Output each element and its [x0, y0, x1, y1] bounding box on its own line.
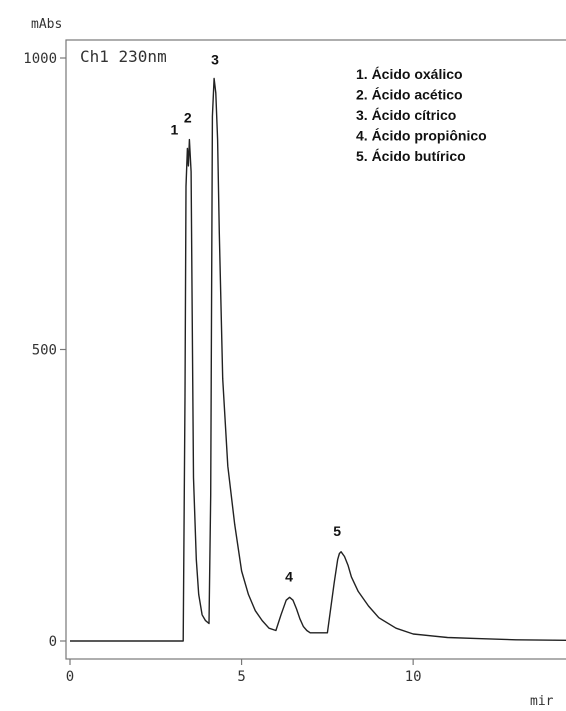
y-axis-label: mAbs — [31, 17, 62, 32]
y-tick-label: 0 — [49, 634, 57, 650]
peak-label: 2 — [184, 110, 192, 126]
legend-entry: 3. Ácido cítrico — [356, 107, 456, 123]
legend: 1. Ácido oxálico 2. Ácido acético 3. Ácido… — [356, 66, 487, 164]
y-axis-ticks: 0 500 1000 — [23, 51, 66, 650]
x-tick-label: 10 — [405, 669, 422, 685]
x-tick-label: 0 — [66, 669, 74, 685]
peak-label: 4 — [285, 568, 293, 584]
legend-entry: 5. Ácido butírico — [356, 148, 466, 164]
legend-entry: 1. Ácido oxálico — [356, 66, 463, 82]
chromatogram-trace — [70, 77, 566, 642]
x-tick-label: 5 — [237, 669, 245, 685]
y-tick-label: 1000 — [23, 51, 57, 67]
x-axis-label: mir — [530, 694, 554, 709]
plot-frame — [65, 39, 566, 660]
legend-entry: 2. Ácido acético — [356, 87, 463, 103]
legend-entry: 4. Ácido propiônico — [356, 128, 487, 144]
channel-label: Ch1 230nm — [80, 47, 167, 66]
peak-label: 1 — [170, 121, 178, 137]
peak-label: 5 — [333, 523, 341, 539]
peak-labels: 12 3 4 5 — [170, 51, 341, 584]
y-tick-label: 500 — [32, 343, 57, 359]
x-axis-ticks: 0 5 10 — [66, 659, 422, 685]
peak-label: 3 — [211, 51, 219, 67]
